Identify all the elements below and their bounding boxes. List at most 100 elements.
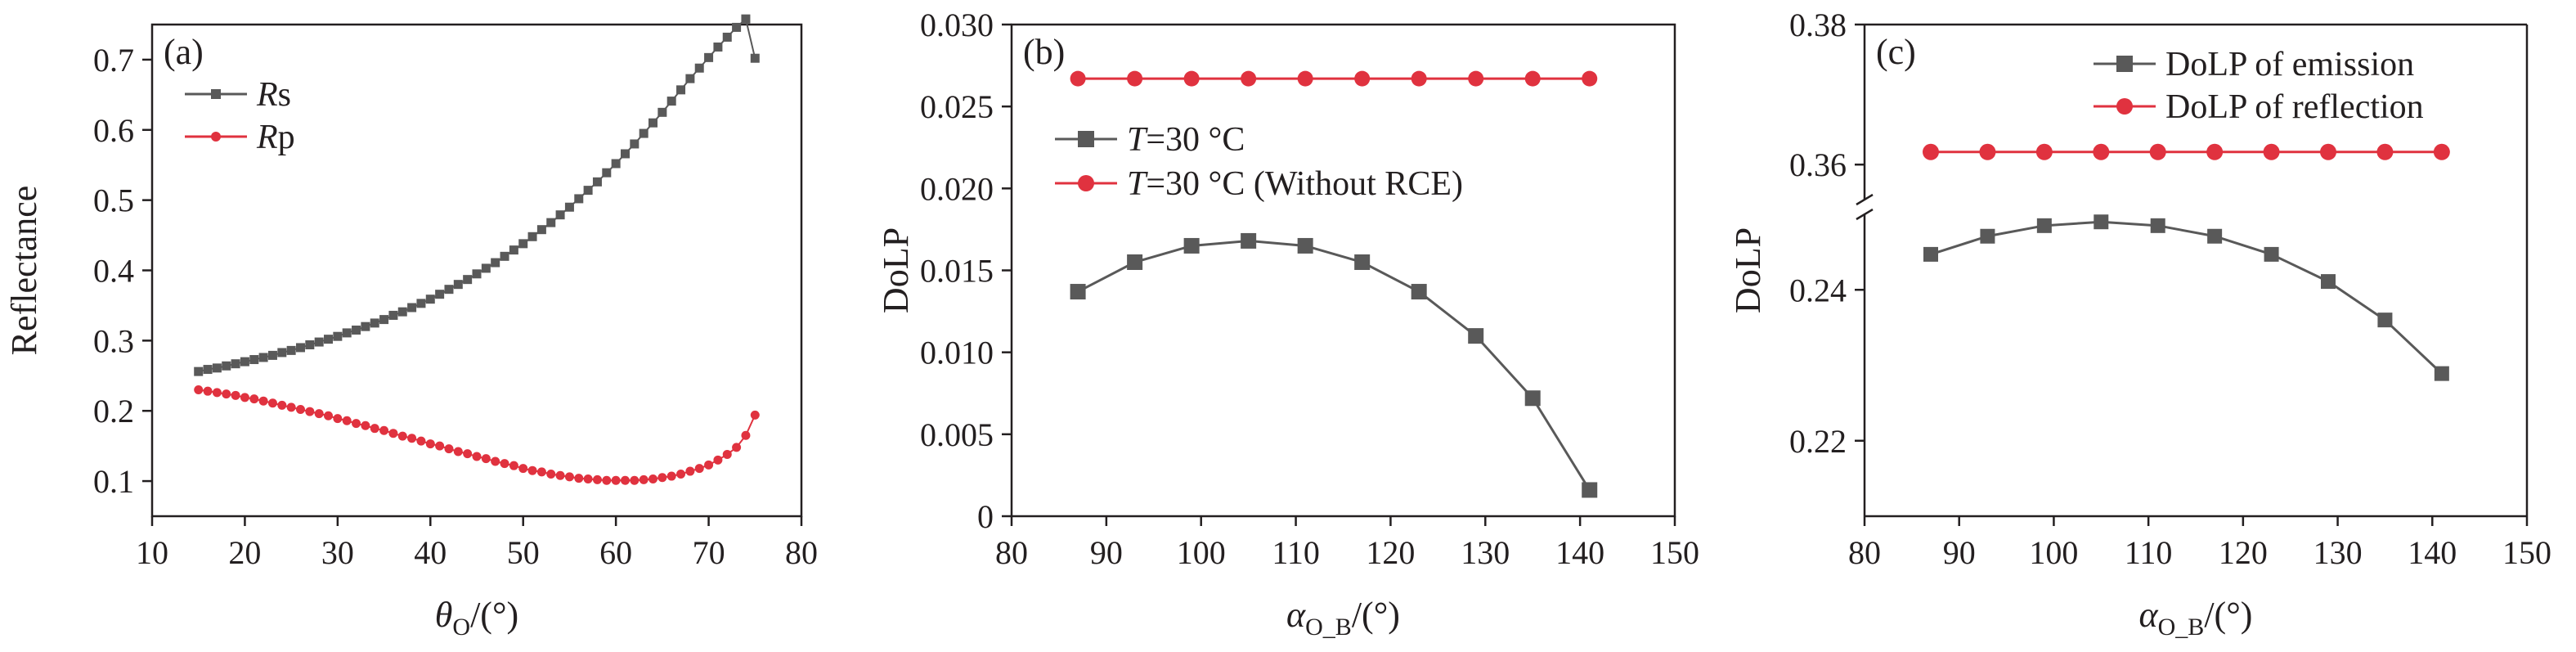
- series-0-point-3: [222, 361, 231, 371]
- series-0-point-36: [527, 232, 537, 241]
- legend-item-1: T=30 °C (Without RCE): [1055, 165, 1463, 203]
- series-1-point-0: [194, 384, 204, 394]
- series-1-point-39: [555, 470, 565, 480]
- series-1-point-16: [342, 416, 352, 425]
- x-axis-title: αO_B/(°): [2139, 595, 2253, 641]
- series-0-point-48: [639, 128, 648, 138]
- series-0-point-47: [630, 139, 640, 149]
- series-1-point-3: [1241, 70, 1257, 87]
- series-1-point-19: [370, 424, 379, 434]
- y-tick-label: 0.030: [920, 7, 994, 43]
- series-0-point-46: [620, 149, 630, 159]
- legend-label: DoLP of reflection: [2165, 88, 2424, 126]
- series-0-point-7: [1468, 328, 1484, 344]
- series-1-point-23: [407, 434, 417, 443]
- legend-item-0: T=30 °C: [1055, 121, 1245, 159]
- y-tick-label: 0.010: [920, 335, 994, 371]
- series-0-point-4: [1297, 237, 1313, 254]
- series-0-point-25: [425, 295, 435, 304]
- series-1-point-25: [425, 439, 435, 449]
- series-1-point-46: [620, 475, 630, 485]
- series-1-point-22: [397, 431, 407, 441]
- series-1-point-38: [546, 469, 556, 479]
- series-1-point-41: [574, 474, 584, 483]
- y-tick-label: 0.020: [920, 170, 994, 207]
- y-tick-label: 0.22: [1789, 423, 1847, 460]
- series-0-point-24: [416, 299, 426, 308]
- series-1-point-12: [305, 407, 315, 416]
- series-line-DoLP of emission: [1930, 220, 2443, 375]
- y-tick-label: 0.1: [93, 463, 134, 500]
- x-tick-label: 40: [414, 534, 447, 571]
- x-tick-label: 60: [599, 534, 632, 571]
- x-tick-label: 110: [1272, 534, 1320, 571]
- y-tick-label: 0.7: [93, 42, 134, 79]
- series-0-point-8: [267, 350, 277, 360]
- x-axis-title: αO_B/(°): [1286, 595, 1400, 641]
- x-tick-label: 150: [2502, 534, 2551, 571]
- series-1-point-55: [704, 460, 714, 470]
- series-0-point-13: [314, 337, 324, 347]
- series-1-point-3: [2093, 143, 2110, 160]
- x-axis-title: θO/(°): [435, 595, 518, 641]
- series-0-point-7: [2321, 274, 2336, 290]
- series-0-point-35: [518, 239, 528, 249]
- legend-item-1: Rp: [185, 119, 295, 156]
- series-0-point-8: [2377, 313, 2393, 328]
- series-1-point-29: [463, 449, 473, 459]
- y-axis-title: DoLP: [876, 227, 916, 313]
- series-1-point-6: [249, 394, 259, 404]
- legend-label: T=30 °C (Without RCE): [1127, 165, 1463, 203]
- x-tick-label: 80: [785, 534, 818, 571]
- series-1-point-30: [472, 452, 482, 461]
- series-1-point-27: [444, 444, 454, 454]
- series-1-point-48: [639, 474, 648, 484]
- series-1-point-45: [611, 475, 621, 485]
- series-0-point-49: [648, 118, 658, 128]
- y-tick-label: 0.3: [93, 322, 134, 359]
- series-0-point-7: [258, 353, 268, 362]
- panel-label: (b): [1023, 32, 1065, 72]
- legend-marker-point-0: [2116, 56, 2133, 72]
- x-tick-label: 80: [995, 534, 1028, 571]
- y-tick-label: 0.6: [93, 112, 134, 149]
- x-tick-label: 70: [693, 534, 725, 571]
- legend-label: T=30 °C: [1127, 121, 1245, 159]
- series-0-point-52: [676, 85, 686, 95]
- series-0-point-33: [500, 251, 509, 261]
- legend-label: Rp: [256, 119, 295, 156]
- series-0-point-34: [509, 245, 518, 255]
- series-1-point-21: [388, 429, 398, 438]
- series-1-point-31: [481, 454, 491, 464]
- series-0-point-11: [295, 343, 305, 353]
- x-tick-label: 90: [1090, 534, 1123, 571]
- series-1-point-15: [333, 414, 343, 424]
- y-tick-label: 0.38: [1789, 7, 1847, 43]
- x-tick-label: 130: [1461, 534, 1510, 571]
- panel-label: (c): [1876, 32, 1916, 72]
- x-tick-label: 120: [1366, 534, 1415, 571]
- series-1-point-51: [666, 471, 676, 481]
- series-0-point-1: [203, 365, 213, 375]
- series-0-point-12: [305, 340, 315, 350]
- series-0-point-38: [546, 218, 556, 227]
- series-1-point-7: [258, 396, 268, 406]
- series-0-point-5: [2207, 228, 2223, 244]
- series-1-point-6: [1411, 70, 1427, 87]
- y-tick-label: 0.2: [93, 393, 134, 429]
- series-0-point-56: [713, 42, 723, 52]
- series-0-point-3: [1241, 232, 1257, 249]
- series-1-point-54: [694, 464, 704, 474]
- series-0-point-17: [352, 325, 361, 335]
- series-1-point-40: [564, 472, 574, 482]
- series-0-point-26: [435, 290, 445, 299]
- series-1-point-28: [453, 447, 463, 456]
- series-1-point-10: [286, 402, 296, 412]
- series-1-point-4: [1297, 70, 1313, 87]
- series-0-point-5: [240, 357, 249, 366]
- series-0-point-1: [1980, 228, 1995, 244]
- series-1-point-1: [203, 386, 213, 396]
- series-0-point-0: [1070, 284, 1086, 300]
- x-tick-label: 110: [2125, 534, 2173, 571]
